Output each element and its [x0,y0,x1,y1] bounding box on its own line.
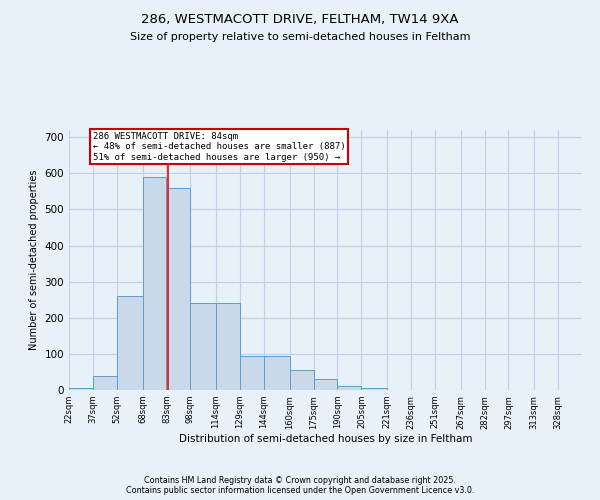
Bar [314,379,337,390]
Bar [69,388,93,390]
Bar [240,356,264,390]
Bar [290,370,314,390]
Text: 286, WESTMACOTT DRIVE, FELTHAM, TW14 9XA: 286, WESTMACOTT DRIVE, FELTHAM, TW14 9XA [141,12,459,26]
Bar [361,388,387,390]
Y-axis label: Number of semi-detached properties: Number of semi-detached properties [29,170,39,350]
Text: Contains public sector information licensed under the Open Government Licence v3: Contains public sector information licen… [126,486,474,495]
Text: Contains HM Land Registry data © Crown copyright and database right 2025.: Contains HM Land Registry data © Crown c… [144,476,456,485]
Bar [216,304,240,390]
Bar [264,356,290,390]
Bar [117,296,143,390]
Text: Size of property relative to semi-detached houses in Feltham: Size of property relative to semi-detach… [130,32,470,42]
X-axis label: Distribution of semi-detached houses by size in Feltham: Distribution of semi-detached houses by … [179,434,472,444]
Bar [337,386,361,390]
Bar [190,304,216,390]
Text: 286 WESTMACOTT DRIVE: 84sqm
← 48% of semi-detached houses are smaller (887)
51% : 286 WESTMACOTT DRIVE: 84sqm ← 48% of sem… [93,132,346,162]
Bar [166,188,190,390]
Bar [143,177,166,390]
Bar [93,376,117,390]
